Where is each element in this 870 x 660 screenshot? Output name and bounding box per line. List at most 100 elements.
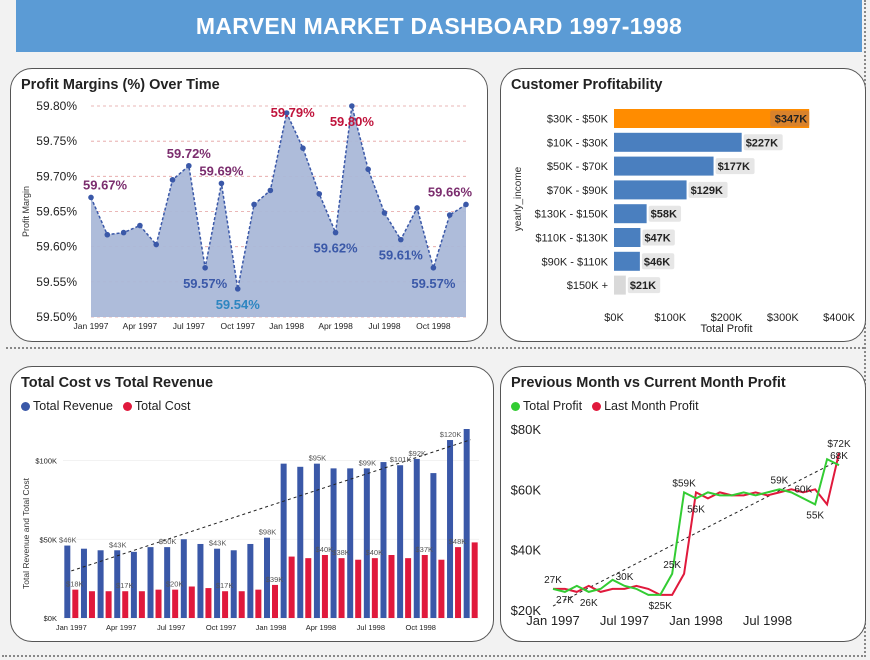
data-label-bg bbox=[688, 181, 728, 198]
bar-revenue bbox=[114, 550, 121, 618]
bar-cost bbox=[388, 555, 395, 618]
legend-item-total-profit[interactable]: Total Profit bbox=[511, 399, 582, 413]
data-point bbox=[251, 201, 257, 208]
y-tick-label: 59.55% bbox=[36, 275, 77, 289]
bar-cost bbox=[421, 555, 428, 618]
data-point bbox=[88, 194, 94, 201]
data-label: 59.57% bbox=[411, 276, 456, 291]
category-label: $10K - $30K bbox=[547, 137, 609, 149]
y-tick-label: 59.60% bbox=[36, 240, 77, 254]
x-tick-label: Jul 1998 bbox=[368, 321, 400, 331]
legend-dot-icon bbox=[592, 401, 602, 411]
data-label: $92K bbox=[408, 449, 426, 458]
month-profit-legend[interactable]: Total Profit Last Month Profit bbox=[511, 399, 699, 413]
data-label: $120K bbox=[440, 430, 462, 439]
x-tick-label: Jul 1997 bbox=[173, 321, 205, 331]
data-point bbox=[381, 210, 388, 216]
bar-cost bbox=[438, 559, 445, 618]
y-tick-label: $0K bbox=[44, 614, 57, 623]
area-fill bbox=[91, 106, 466, 317]
data-label: $43K bbox=[109, 540, 127, 549]
data-point bbox=[430, 264, 437, 271]
legend-label: Total Cost bbox=[134, 399, 191, 413]
category-label: $70K - $90K bbox=[547, 185, 609, 197]
data-label: $25K bbox=[649, 601, 673, 612]
legend-item-last-month-profit[interactable]: Last Month Profit bbox=[592, 399, 699, 413]
data-point bbox=[218, 180, 225, 187]
bar-revenue bbox=[380, 462, 387, 618]
bar-cost bbox=[455, 547, 462, 618]
y-tick-label: $60K bbox=[511, 482, 542, 497]
y-axis-label: Total Revenue and Total Cost bbox=[21, 477, 31, 589]
cost-revenue-legend[interactable]: Total Revenue Total Cost bbox=[21, 399, 191, 413]
bar-cost bbox=[188, 586, 195, 618]
x-tick-label: $400K bbox=[823, 312, 855, 324]
bar-cost bbox=[122, 591, 129, 618]
x-tick-label: Apr 1998 bbox=[306, 623, 336, 632]
bar-cost bbox=[272, 584, 278, 618]
data-label: $46K bbox=[59, 536, 77, 545]
legend-dot-icon bbox=[122, 401, 132, 411]
data-point bbox=[414, 205, 420, 211]
y-axis-label: yearly_income bbox=[513, 166, 524, 231]
category-label: $110K - $130K bbox=[535, 233, 608, 245]
data-label: 26K bbox=[580, 598, 598, 609]
data-label: $17K bbox=[216, 581, 234, 590]
legend-label: Total Profit bbox=[523, 399, 583, 413]
y-tick-label: $20K bbox=[511, 603, 542, 618]
data-point bbox=[300, 145, 306, 151]
data-point bbox=[104, 231, 111, 238]
legend-item-revenue[interactable]: Total Revenue bbox=[21, 399, 113, 413]
x-tick-label: $100K bbox=[654, 312, 686, 324]
bar-cost bbox=[105, 591, 112, 618]
data-label: 25K bbox=[663, 560, 681, 571]
data-label: 27K bbox=[556, 595, 574, 606]
category-label: $130K - $150K bbox=[535, 209, 609, 221]
bar-revenue bbox=[130, 551, 137, 618]
data-label-bg bbox=[715, 158, 755, 175]
x-tick-label: Jul 1998 bbox=[357, 623, 385, 632]
x-tick-label: $300K bbox=[767, 312, 799, 324]
x-tick-label: Jan 1997 bbox=[56, 623, 87, 632]
bar-revenue bbox=[413, 458, 420, 618]
bar-revenue bbox=[397, 465, 404, 618]
category-label: $50K - $70K bbox=[547, 161, 609, 173]
bar-revenue bbox=[247, 543, 254, 618]
x-tick-label: Oct 1998 bbox=[406, 623, 436, 632]
bar-revenue bbox=[164, 547, 171, 618]
bar-revenue bbox=[80, 548, 87, 618]
data-label: $47K bbox=[644, 233, 670, 245]
legend-label: Last Month Profit bbox=[604, 399, 699, 413]
profit-margins-panel: Profit Margins (%) Over Time 59.50% 59.55… bbox=[10, 68, 488, 342]
bar bbox=[614, 204, 647, 224]
bar bbox=[614, 180, 687, 200]
data-label: 59.54% bbox=[216, 297, 261, 312]
bar-revenue bbox=[214, 548, 221, 618]
data-point bbox=[332, 229, 339, 236]
legend-item-cost[interactable]: Total Cost bbox=[122, 399, 191, 413]
data-point bbox=[202, 264, 208, 271]
bar-revenue bbox=[180, 539, 187, 618]
data-label: 59.57% bbox=[183, 276, 228, 291]
category-label: $30K - $50K bbox=[547, 114, 609, 126]
x-tick-label: Jul 1997 bbox=[157, 623, 185, 632]
bar-revenue bbox=[313, 463, 320, 618]
bar-cost bbox=[222, 591, 229, 618]
bar-revenue bbox=[197, 543, 204, 618]
data-label-bg bbox=[641, 253, 675, 270]
bar bbox=[614, 109, 810, 128]
x-tick-label: Jan 1998 bbox=[269, 321, 304, 331]
series-line bbox=[90, 105, 467, 290]
bar-cost bbox=[288, 556, 295, 618]
data-label-bg bbox=[743, 134, 783, 151]
data-label: $37K bbox=[415, 545, 433, 554]
bar-revenue bbox=[463, 429, 470, 618]
data-label-bg bbox=[648, 205, 682, 222]
data-label: 59.62% bbox=[314, 241, 359, 256]
bar-cost bbox=[238, 591, 245, 618]
data-label-bg bbox=[627, 277, 661, 294]
bar-revenue bbox=[447, 440, 454, 618]
y-tick-label: $50K bbox=[39, 535, 57, 544]
x-tick-label: Jul 1998 bbox=[743, 613, 792, 628]
data-label: $101K bbox=[390, 455, 412, 464]
